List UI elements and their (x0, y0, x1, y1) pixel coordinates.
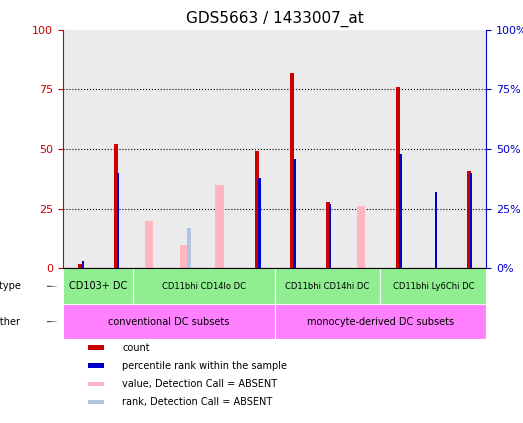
Bar (451, 30, 486, 269)
Polygon shape (47, 321, 59, 322)
Bar (275, 304, 486, 340)
Bar (204, 30, 240, 269)
Bar (133, 30, 168, 269)
Text: count: count (122, 343, 150, 353)
Bar (88, 382, 105, 386)
Text: CD11bhi CD14lo DC: CD11bhi CD14lo DC (162, 282, 246, 291)
Bar (63, 269, 133, 304)
Bar (88, 346, 105, 350)
Bar (187, 228, 191, 269)
Bar (78, 264, 83, 269)
Bar (290, 73, 294, 269)
Bar (329, 204, 331, 269)
Bar (357, 206, 365, 269)
Bar (145, 221, 153, 269)
Bar (215, 185, 223, 269)
Text: cell type: cell type (0, 281, 20, 291)
Text: CD11bhi Ly6Chi DC: CD11bhi Ly6Chi DC (393, 282, 474, 291)
Bar (345, 30, 381, 269)
Text: value, Detection Call = ABSENT: value, Detection Call = ABSENT (122, 379, 277, 389)
Text: rank, Detection Call = ABSENT: rank, Detection Call = ABSENT (122, 397, 272, 407)
Text: CD103+ DC: CD103+ DC (69, 281, 127, 291)
Polygon shape (47, 286, 59, 287)
Title: GDS5663 / 1433007_at: GDS5663 / 1433007_at (186, 11, 363, 27)
Bar (117, 173, 119, 269)
Bar (310, 30, 345, 269)
Bar (258, 178, 260, 269)
Bar (381, 30, 416, 269)
Text: conventional DC subsets: conventional DC subsets (108, 317, 230, 327)
Bar (400, 154, 402, 269)
Bar (435, 192, 437, 269)
Bar (180, 244, 188, 269)
Bar (63, 304, 275, 340)
Text: other: other (0, 317, 20, 327)
Bar (396, 87, 400, 269)
Bar (88, 363, 105, 368)
Bar (133, 269, 275, 304)
Text: monocyte-derived DC subsets: monocyte-derived DC subsets (307, 317, 454, 327)
Bar (381, 269, 486, 304)
Bar (325, 202, 329, 269)
Bar (98, 30, 133, 269)
Bar (168, 30, 204, 269)
Text: percentile rank within the sample: percentile rank within the sample (122, 361, 287, 371)
Bar (470, 173, 472, 269)
Bar (416, 30, 451, 269)
Bar (63, 30, 98, 269)
Bar (467, 170, 471, 269)
Bar (275, 269, 381, 304)
Bar (293, 159, 296, 269)
Bar (275, 30, 310, 269)
Bar (240, 30, 275, 269)
Bar (113, 144, 118, 269)
Bar (88, 400, 105, 404)
Text: CD11bhi CD14hi DC: CD11bhi CD14hi DC (286, 282, 370, 291)
Bar (255, 151, 259, 269)
Bar (82, 261, 84, 269)
